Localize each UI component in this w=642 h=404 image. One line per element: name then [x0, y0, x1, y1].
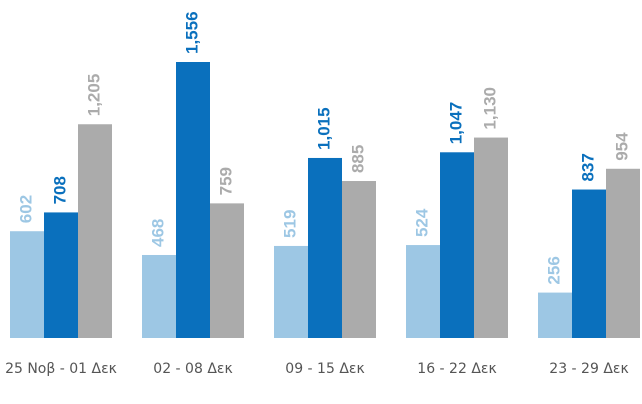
data-label: 519: [280, 210, 299, 238]
bar: [474, 137, 508, 338]
data-label: 1,205: [84, 74, 103, 117]
data-label: 954: [612, 132, 631, 161]
data-label: 1,556: [182, 11, 201, 54]
data-label: 602: [16, 195, 35, 223]
bar: [342, 181, 376, 338]
data-label: 759: [216, 167, 235, 195]
bar: [440, 152, 474, 338]
x-tick-label: 16 - 22 Δεκ: [417, 361, 497, 377]
data-label: 1,130: [480, 87, 499, 130]
bar: [606, 168, 640, 338]
bar: [308, 157, 342, 338]
bar: [176, 62, 210, 338]
bar: [44, 212, 78, 338]
x-tick-label: 23 - 29 Δεκ: [549, 361, 629, 377]
data-label: 1,047: [446, 102, 465, 145]
data-label: 1,015: [314, 107, 333, 150]
bar: [406, 245, 440, 338]
bar: [78, 124, 112, 338]
bar: [538, 292, 572, 338]
data-label: 256: [544, 256, 563, 284]
data-label: 885: [348, 145, 367, 173]
data-label: 837: [578, 153, 597, 181]
data-label: 524: [412, 208, 431, 237]
bar: [274, 245, 308, 338]
data-label: 708: [50, 176, 69, 204]
bar: [142, 254, 176, 338]
data-label: 468: [148, 219, 167, 247]
bar: [572, 189, 606, 338]
bar: [210, 203, 244, 338]
bar: [10, 231, 44, 338]
x-tick-label: 25 Νοβ - 01 Δεκ: [5, 361, 117, 377]
x-tick-label: 09 - 15 Δεκ: [285, 361, 365, 377]
x-tick-label: 02 - 08 Δεκ: [153, 361, 233, 377]
